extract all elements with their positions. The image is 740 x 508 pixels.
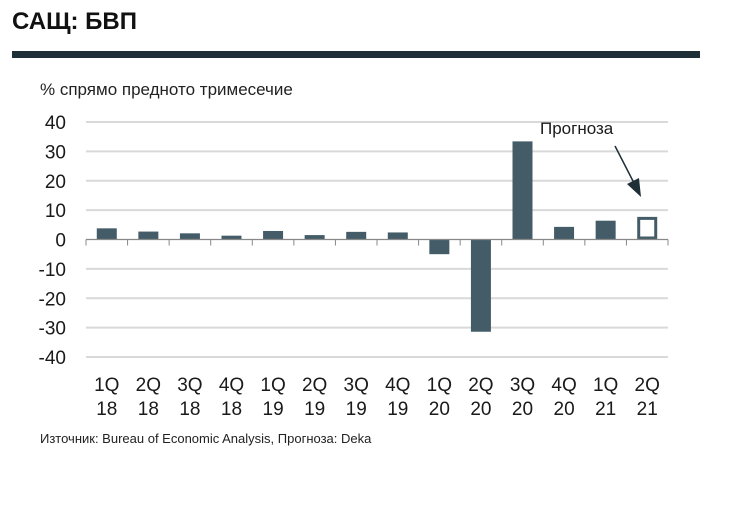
y-tick-label: -10 — [39, 260, 66, 281]
title-divider — [12, 51, 700, 58]
x-tick-label: 1Q — [593, 375, 618, 396]
x-tick-label: 20 — [429, 399, 450, 420]
x-tick-label: 20 — [554, 399, 575, 420]
x-tick-label: 20 — [470, 399, 491, 420]
bar — [387, 232, 408, 240]
bar — [595, 220, 616, 240]
bar — [429, 239, 450, 255]
bar — [470, 239, 491, 332]
x-tick-label: 1Q — [427, 375, 452, 396]
y-tick-label: 20 — [45, 172, 66, 193]
y-tick-label: -30 — [39, 319, 66, 340]
x-tick-label: 21 — [595, 399, 616, 420]
x-tick-label: 2Q — [635, 375, 660, 396]
x-tick-label: 19 — [304, 399, 325, 420]
x-tick-label: 4Q — [551, 375, 576, 396]
y-tick-label: 0 — [55, 231, 66, 252]
x-tick-label: 2Q — [468, 375, 493, 396]
bar — [221, 235, 242, 240]
x-tick-label: 3Q — [344, 375, 369, 396]
x-tick-label: 4Q — [385, 375, 410, 396]
y-tick-label: -20 — [39, 289, 66, 310]
x-tick-label: 4Q — [219, 375, 244, 396]
bar — [512, 141, 533, 240]
source-note: Източник: Bureau of Economic Analysis, П… — [40, 431, 372, 446]
arrow-head-icon — [627, 178, 641, 197]
x-tick-label: 1Q — [260, 375, 285, 396]
y-tick-label: -40 — [39, 348, 66, 369]
x-tick-label: 18 — [138, 399, 159, 420]
x-tick-label: 1Q — [94, 375, 119, 396]
x-tick-label: 19 — [387, 399, 408, 420]
bar — [138, 231, 159, 240]
bar — [304, 235, 325, 240]
bar — [263, 230, 284, 240]
x-tick-label: 18 — [221, 399, 242, 420]
arrow-line — [614, 145, 635, 184]
x-tick-label: 19 — [346, 399, 367, 420]
bar — [179, 233, 200, 240]
bar — [554, 226, 575, 240]
bar-forecast — [637, 216, 658, 240]
y-axis-label: % спрямо предното тримесечие — [40, 80, 293, 99]
x-tick-label: 18 — [96, 399, 117, 420]
x-tick-label: 2Q — [302, 375, 327, 396]
y-tick-label: 10 — [45, 201, 66, 222]
x-tick-label: 20 — [512, 399, 533, 420]
x-tick-label: 21 — [637, 399, 658, 420]
y-tick-label: 30 — [45, 142, 66, 163]
x-tick-label: 19 — [263, 399, 284, 420]
x-tick-label: 3Q — [177, 375, 202, 396]
bar — [96, 228, 117, 240]
x-tick-label: 18 — [179, 399, 200, 420]
chart-title: САЩ: БВП — [12, 8, 138, 35]
forecast-annotation: Прогноза — [540, 119, 614, 138]
x-tick-label: 2Q — [136, 375, 161, 396]
bar — [346, 231, 367, 240]
y-tick-label: 40 — [45, 113, 66, 134]
x-tick-label: 3Q — [510, 375, 535, 396]
